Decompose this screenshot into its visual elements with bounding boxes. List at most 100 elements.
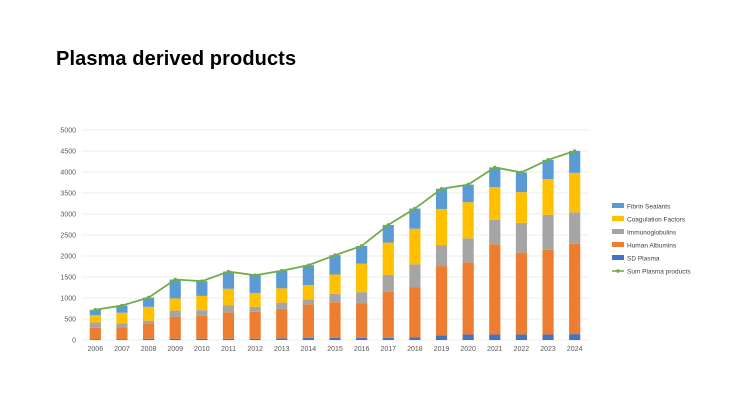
- bar-segment: [249, 306, 261, 312]
- bar-segment: [542, 249, 554, 335]
- sum-point: [173, 277, 178, 282]
- sum-point: [306, 263, 311, 268]
- bar-segment: [89, 327, 101, 340]
- x-tick-label: 2017: [380, 346, 396, 353]
- page-title: Plasma derived products: [56, 48, 297, 70]
- bar-segment: [462, 262, 474, 335]
- bar-segment: [116, 305, 128, 313]
- bar-segment: [569, 172, 581, 213]
- y-tick-label: 1500: [60, 275, 76, 282]
- sum-point: [519, 170, 524, 175]
- sum-point: [492, 165, 497, 170]
- bar-segment: [489, 167, 501, 188]
- bar-segment: [435, 266, 448, 336]
- bar-segment: [462, 334, 474, 340]
- bar-segment: [329, 302, 341, 338]
- bar-segment: [276, 308, 288, 339]
- legend-label: Coagulation Factors: [627, 216, 686, 223]
- bar-segment: [515, 192, 528, 223]
- sum-point: [546, 158, 550, 162]
- sum-point: [572, 149, 577, 153]
- bar-segment: [356, 245, 368, 264]
- bar-segment: [302, 337, 314, 340]
- bar-segment: [142, 320, 155, 325]
- bar-segment: [489, 334, 501, 340]
- bar-segment: [89, 322, 101, 328]
- y-tick-label: 4000: [60, 170, 76, 177]
- bar-segment: [169, 310, 181, 317]
- bar-segment: [569, 212, 581, 244]
- bar-segment: [489, 219, 501, 245]
- x-tick-label: 2014: [301, 346, 317, 353]
- bar-segment: [196, 281, 208, 296]
- x-tick-label: 2016: [354, 346, 370, 353]
- bar-segment: [329, 293, 341, 303]
- bar-segment: [542, 214, 554, 250]
- x-tick-label: 2021: [487, 346, 503, 353]
- y-tick-label: 3500: [60, 191, 76, 198]
- bar-segment: [356, 337, 368, 340]
- bar-segment: [409, 287, 421, 338]
- y-tick-label: 2500: [60, 233, 76, 240]
- bar-segment: [382, 291, 394, 338]
- bar-segment: [302, 304, 314, 338]
- bar-segment: [356, 263, 368, 293]
- bar-segment: [329, 274, 341, 294]
- bar-segment: [169, 279, 181, 299]
- sum-point: [279, 268, 284, 273]
- bar-segment: [356, 303, 368, 338]
- legend-swatch: [612, 203, 624, 208]
- y-tick-label: 5000: [60, 128, 76, 135]
- bar-segment: [222, 312, 235, 339]
- sum-point: [386, 223, 391, 227]
- sum-point: [226, 269, 231, 274]
- x-tick-label: 2009: [167, 346, 183, 353]
- bar-segment: [542, 179, 554, 215]
- legend-label: Fibrin Sealants: [627, 203, 671, 210]
- bar-segment: [302, 284, 314, 300]
- bar-segment: [515, 222, 528, 253]
- bar-segment: [249, 311, 261, 339]
- bar-segment: [196, 338, 208, 340]
- bar-segment: [276, 288, 288, 303]
- x-tick-label: 2018: [407, 346, 423, 353]
- bar-segment: [169, 338, 181, 340]
- sum-point: [359, 244, 364, 248]
- bar-segment: [382, 242, 394, 275]
- bar-segment: [89, 309, 101, 316]
- sum-point: [146, 295, 151, 300]
- x-tick-label: 2006: [88, 346, 104, 353]
- bar-segment: [196, 295, 208, 311]
- x-tick-label: 2013: [274, 346, 290, 353]
- bar-segment: [409, 264, 421, 288]
- bar-segment: [249, 275, 261, 293]
- sum-point: [333, 253, 337, 257]
- legend-label: SD Plasma: [627, 255, 660, 262]
- bar-segment: [222, 338, 235, 340]
- legend-swatch: [612, 216, 624, 221]
- bar-segment: [409, 208, 421, 229]
- bar-segment: [462, 238, 474, 263]
- bar-segment: [569, 334, 581, 340]
- bar-segment: [382, 337, 394, 340]
- bar-segment: [382, 224, 394, 243]
- legend-line-marker: [616, 269, 620, 273]
- bar-segment: [382, 274, 394, 292]
- bar-segment: [169, 298, 181, 311]
- bar-segment: [515, 172, 528, 193]
- bar-segment: [409, 337, 421, 340]
- bar-segment: [302, 299, 314, 305]
- bar-segment: [116, 327, 128, 340]
- bar-segment: [302, 265, 314, 285]
- bar-segment: [116, 339, 128, 340]
- y-tick-label: 3000: [60, 212, 76, 219]
- sum-point: [413, 206, 417, 211]
- bar-segment: [276, 270, 288, 289]
- bar-segment: [542, 159, 554, 180]
- bar-segment: [435, 188, 448, 209]
- y-tick-label: 1000: [60, 296, 76, 303]
- x-tick-label: 2019: [434, 346, 450, 353]
- x-tick-label: 2020: [460, 346, 476, 353]
- bar-segment: [569, 151, 581, 173]
- legend-swatch: [612, 255, 624, 260]
